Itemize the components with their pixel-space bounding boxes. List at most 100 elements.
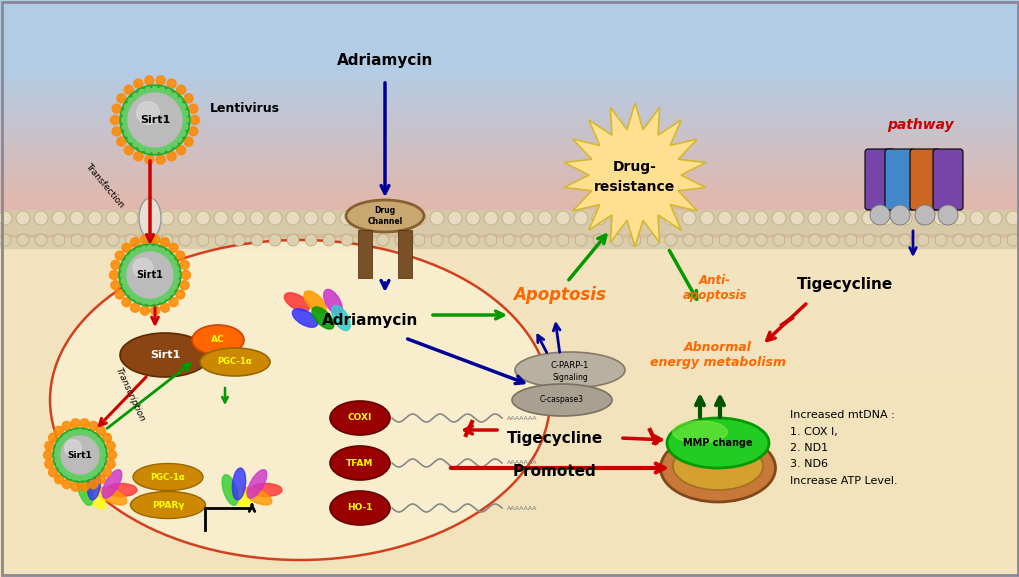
Text: PGC-1α: PGC-1α xyxy=(217,358,252,366)
Bar xyxy=(0,295,1019,296)
Bar xyxy=(0,116,1019,117)
Bar xyxy=(0,24,1019,25)
Bar xyxy=(0,417,1019,418)
Bar xyxy=(0,436,1019,437)
Bar xyxy=(0,182,1019,183)
Circle shape xyxy=(663,211,678,225)
Bar xyxy=(0,326,1019,327)
Circle shape xyxy=(164,144,171,151)
Circle shape xyxy=(305,234,317,246)
Bar xyxy=(0,358,1019,359)
Bar xyxy=(0,265,1019,266)
Bar xyxy=(0,219,1019,220)
Circle shape xyxy=(106,459,115,469)
Bar xyxy=(0,409,1019,410)
Bar xyxy=(0,140,1019,141)
Circle shape xyxy=(124,103,131,110)
Bar xyxy=(0,533,1019,534)
Bar xyxy=(0,190,1019,191)
Bar xyxy=(0,511,1019,512)
Bar xyxy=(0,193,1019,194)
Bar xyxy=(0,299,1019,300)
Circle shape xyxy=(180,110,187,117)
Circle shape xyxy=(102,468,111,477)
Bar xyxy=(0,1,1019,2)
Circle shape xyxy=(139,89,146,96)
Circle shape xyxy=(521,234,533,246)
Circle shape xyxy=(136,248,142,255)
Bar xyxy=(0,557,1019,558)
Bar xyxy=(0,62,1019,63)
Bar xyxy=(0,248,1019,249)
Bar xyxy=(0,551,1019,552)
Bar xyxy=(0,160,1019,161)
Circle shape xyxy=(700,234,712,246)
Bar xyxy=(0,41,1019,42)
Bar xyxy=(0,528,1019,529)
Bar xyxy=(0,81,1019,82)
Bar xyxy=(0,72,1019,73)
Circle shape xyxy=(664,234,677,246)
Circle shape xyxy=(736,211,749,225)
Circle shape xyxy=(89,234,101,246)
Bar xyxy=(0,66,1019,67)
Bar xyxy=(0,565,1019,566)
Circle shape xyxy=(76,474,84,481)
Bar xyxy=(0,164,1019,165)
Circle shape xyxy=(132,140,140,147)
Circle shape xyxy=(0,211,12,225)
Bar xyxy=(0,425,1019,426)
Bar xyxy=(0,118,1019,119)
Ellipse shape xyxy=(247,470,267,498)
Bar xyxy=(0,473,1019,474)
Text: Transfection: Transfection xyxy=(84,161,126,209)
Bar xyxy=(0,209,1019,210)
Bar xyxy=(0,439,1019,440)
Bar xyxy=(0,386,1019,387)
Circle shape xyxy=(82,473,89,480)
Text: Tigecycline: Tigecycline xyxy=(506,430,602,445)
Bar xyxy=(0,251,1019,252)
Text: Adriamycin: Adriamycin xyxy=(336,53,433,68)
Bar xyxy=(0,243,1019,244)
Bar xyxy=(0,471,1019,472)
Circle shape xyxy=(914,205,934,225)
Bar xyxy=(0,432,1019,433)
Bar xyxy=(0,421,1019,422)
Bar xyxy=(0,237,1019,238)
Circle shape xyxy=(180,280,189,290)
Circle shape xyxy=(90,434,97,441)
Circle shape xyxy=(340,234,353,246)
Bar xyxy=(0,234,1019,235)
Bar xyxy=(0,376,1019,377)
Bar xyxy=(0,346,1019,347)
Bar xyxy=(0,120,1019,121)
Bar xyxy=(0,259,1019,260)
Bar xyxy=(0,410,1019,411)
Bar xyxy=(0,534,1019,535)
Bar xyxy=(0,457,1019,458)
Circle shape xyxy=(171,278,178,284)
Circle shape xyxy=(123,260,130,267)
Circle shape xyxy=(826,234,839,246)
Circle shape xyxy=(175,135,181,142)
Bar xyxy=(0,235,1019,236)
Bar xyxy=(0,413,1019,414)
Bar xyxy=(0,307,1019,308)
Bar xyxy=(0,320,1019,321)
Circle shape xyxy=(52,211,66,225)
Circle shape xyxy=(141,246,148,253)
Circle shape xyxy=(94,465,101,472)
Bar xyxy=(0,93,1019,94)
Bar xyxy=(0,202,1019,203)
Bar xyxy=(0,104,1019,105)
Bar xyxy=(0,252,1019,253)
Bar xyxy=(0,480,1019,481)
Circle shape xyxy=(67,432,74,439)
Bar xyxy=(0,416,1019,417)
Ellipse shape xyxy=(242,487,272,505)
Circle shape xyxy=(71,234,83,246)
Circle shape xyxy=(430,211,443,225)
Bar xyxy=(358,230,372,278)
Circle shape xyxy=(111,260,120,269)
